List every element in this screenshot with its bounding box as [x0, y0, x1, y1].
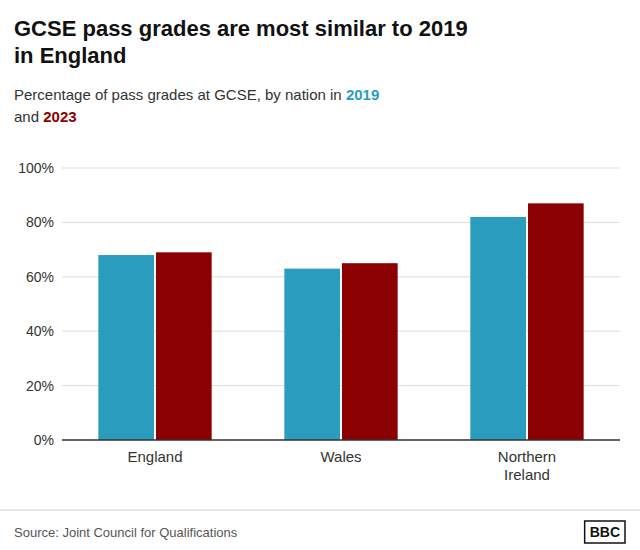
bar	[284, 269, 340, 440]
bar	[342, 263, 398, 440]
legend-entry: 2023	[43, 108, 76, 125]
x-axis-line	[62, 439, 620, 441]
y-tick-label: 40%	[26, 323, 54, 339]
annotation-text: BBC	[590, 524, 620, 540]
y-tick-label: 100%	[18, 160, 54, 176]
title: GCSE pass grades are most similar to 201…	[14, 16, 468, 68]
y-tick-label: 80%	[26, 214, 54, 230]
y-tick-label: 0%	[34, 432, 54, 448]
background	[0, 0, 640, 550]
legend-entry: 2019	[346, 86, 379, 103]
grid-line	[62, 168, 620, 169]
subtitle-text: Percentage of pass grades at GCSE, by na…	[14, 86, 346, 103]
chart: GCSE pass grades are most similar to 201…	[0, 0, 640, 550]
x-tick-label: England	[127, 448, 182, 465]
bar	[528, 203, 584, 440]
annotation-box	[585, 521, 625, 543]
source: Source: Joint Council for Qualifications	[14, 525, 238, 540]
bar	[98, 255, 154, 440]
x-tick-label: NorthernIreland	[498, 448, 556, 483]
subtitle: and 2023	[14, 108, 77, 125]
bar	[156, 252, 212, 440]
grid-line	[62, 440, 620, 441]
y-tick-label: 60%	[26, 269, 54, 285]
subtitle: Percentage of pass grades at GCSE, by na…	[14, 86, 379, 103]
separator	[0, 510, 640, 511]
bar	[470, 217, 526, 440]
annotation: BBC	[585, 521, 625, 543]
bars	[98, 203, 583, 440]
subtitle-text: and	[14, 108, 43, 125]
x-tick-label: Wales	[320, 448, 361, 465]
y-axis: 0% 20% 40% 60% 80% 100%	[18, 160, 620, 448]
y-tick-label: 20%	[26, 378, 54, 394]
